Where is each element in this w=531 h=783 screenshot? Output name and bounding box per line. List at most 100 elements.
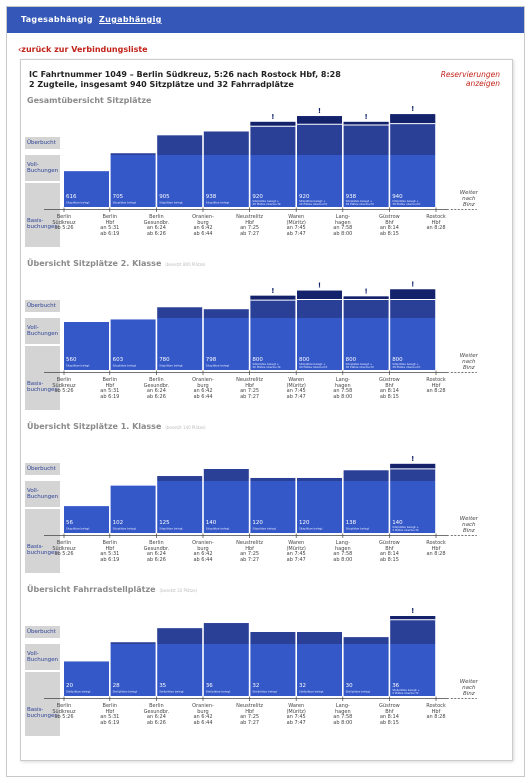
- continuation-label-line: Binz: [462, 202, 475, 208]
- bar-basis: [250, 644, 296, 696]
- bar-caption: Stellplätze belegt +: [392, 688, 420, 692]
- station-time-2: ab 8:00: [333, 719, 353, 726]
- section-subtitle: (besetzt 140 Plätze): [165, 425, 206, 430]
- show-reservations-line1[interactable]: Reservierungen: [440, 70, 500, 79]
- continuation-label-line: Weiter: [459, 190, 478, 196]
- bar-ueberbucht: [343, 296, 389, 299]
- station-label: Rostock Hbf an 8:28: [415, 377, 457, 395]
- station-time: an 7:25: [240, 388, 260, 395]
- tab-tagesabhaengig[interactable]: Tagesabhängig: [21, 15, 93, 24]
- station-name-2: hagen: [334, 219, 351, 226]
- station-time: an 5:31: [100, 225, 120, 232]
- train-header: IC Fahrtnummer 1049 – Berlin Südkreuz, 5…: [29, 70, 341, 90]
- station-time: ab 5:26: [54, 714, 74, 721]
- band-vollbuchungen: Voll- Buchungen: [25, 481, 60, 507]
- bar-caption: Stellplätze belegt: [346, 690, 371, 694]
- bar-caption: Sitzplätze belegt +: [346, 199, 373, 203]
- bar-caption: Sitzplätze belegt: [206, 201, 230, 205]
- bar-caption: Sitzplätze belegt +: [252, 199, 279, 203]
- bar-caption: Sitzplätze belegt: [113, 527, 137, 531]
- band-ueberbucht-label: Überbucht: [27, 140, 56, 146]
- bar-value-label: 36: [206, 683, 213, 689]
- bar-caption: Sitzplätze belegt: [66, 201, 90, 205]
- bar-voll: [297, 632, 342, 644]
- show-reservations-link[interactable]: Reservierungen anzeigen: [420, 70, 500, 88]
- station-label: Lang-hagen an 7:58 ab 8:00: [322, 540, 364, 563]
- band-voll-label-1: Voll-: [27, 488, 39, 494]
- continuation-label-line: nach: [462, 196, 476, 202]
- station-time: an 7:45: [286, 225, 306, 232]
- station-time-2: ab 8:00: [333, 556, 353, 563]
- bar-voll: [203, 309, 249, 318]
- bar-voll: [203, 623, 249, 644]
- station-name-2: (Müritz): [286, 708, 306, 715]
- bar-basis: [297, 155, 342, 207]
- bar-caption: Sitzplätze belegt: [252, 527, 276, 531]
- overbooking-warning-icon: !: [271, 287, 274, 295]
- bar-voll: [203, 469, 249, 481]
- continuation-label-line: Binz: [462, 691, 475, 697]
- bar-caption-overbooked: 4 Plätze überbucht: [392, 691, 419, 695]
- station-label: Waren (Müritz) an 7:45 ab 7:47: [275, 377, 317, 400]
- station-name-2: Hbf: [245, 219, 254, 226]
- bar-value-label: 20: [66, 683, 73, 689]
- station-time: an 7:58: [333, 714, 353, 721]
- overbooking-warning-icon: !: [411, 280, 414, 288]
- station-name-2: Hbf: [105, 708, 115, 715]
- station-name: Oranien-: [192, 703, 214, 709]
- occupancy-section: Übersicht Sitzplätze 2. Klasse (besetzt 8…: [21, 259, 512, 410]
- train-occupancy-panel: IC Fahrtnummer 1049 – Berlin Südkreuz, 5…: [20, 59, 513, 761]
- band-basis-label-2: buchungen: [27, 713, 58, 719]
- bar-caption: Stellplätze belegt: [159, 690, 184, 694]
- band-basisbuchungen: Basis-buchungen: [25, 672, 60, 736]
- continuation-label-line: Weiter: [459, 353, 478, 359]
- bar-caption: Sitzplätze belegt: [299, 527, 323, 531]
- overbooking-warning-icon: !: [411, 105, 414, 113]
- bar-ueberbucht: [390, 616, 436, 620]
- station-name: Lang-: [335, 703, 350, 709]
- station-name-2: Bhf: [385, 708, 394, 715]
- bar-value-label: 32: [299, 683, 306, 689]
- bar-ueberbucht: [250, 295, 296, 300]
- band-voll-label-1: Voll-: [27, 651, 39, 657]
- station-name: Neustrelitz: [236, 540, 264, 546]
- train-title: IC Fahrtnummer 1049 – Berlin Südkreuz, 5…: [29, 70, 341, 79]
- back-to-connections-link[interactable]: ‹zurück zur Verbindungsliste: [18, 45, 148, 54]
- station-label: Waren (Müritz) an 7:45 ab 7:47: [275, 214, 317, 237]
- station-time: an 5:31: [100, 714, 120, 721]
- bar-value-label: 32: [252, 683, 259, 689]
- bar-value-label: 905: [159, 194, 170, 200]
- overbooking-warning-icon: !: [318, 282, 321, 290]
- overbooking-warning-icon: !: [411, 607, 414, 615]
- station-name: Güstrow: [379, 377, 400, 383]
- station-time: an 8:14: [379, 388, 399, 395]
- band-ueberbucht: Überbucht: [25, 137, 60, 149]
- station-name: Rostock: [426, 540, 446, 546]
- show-reservations-line2[interactable]: anzeigen: [465, 79, 500, 88]
- tab-zugabhaengig[interactable]: Zugabhängig: [99, 15, 162, 24]
- app-frame: Tagesabhängig Zugabhängig ‹zurück zur Ve…: [6, 6, 525, 777]
- bar-basis: [203, 155, 249, 207]
- bar-value-label: 140: [392, 520, 403, 526]
- bar-ueberbucht: [297, 290, 342, 299]
- bar-basis: [64, 171, 109, 207]
- station-time-2: ab 8:15: [379, 230, 399, 237]
- band-basisbuchungen: Basis-buchungen: [25, 509, 60, 573]
- station-name: Waren: [288, 377, 305, 383]
- overbooking-warning-icon: !: [364, 113, 367, 121]
- bar-basis: [64, 661, 109, 696]
- station-name: Berlin: [102, 214, 118, 220]
- continuation-label: Weiter nach Binz: [457, 679, 481, 697]
- section-title: Übersicht Sitzplätze 2. Klasse (besetzt 8…: [27, 259, 206, 268]
- bar-voll: [110, 642, 156, 644]
- station-time: an 6:42: [193, 551, 213, 558]
- continuation-label-line: Weiter: [459, 679, 478, 685]
- section-title: Gesamtübersicht Sitzplätze: [27, 96, 151, 105]
